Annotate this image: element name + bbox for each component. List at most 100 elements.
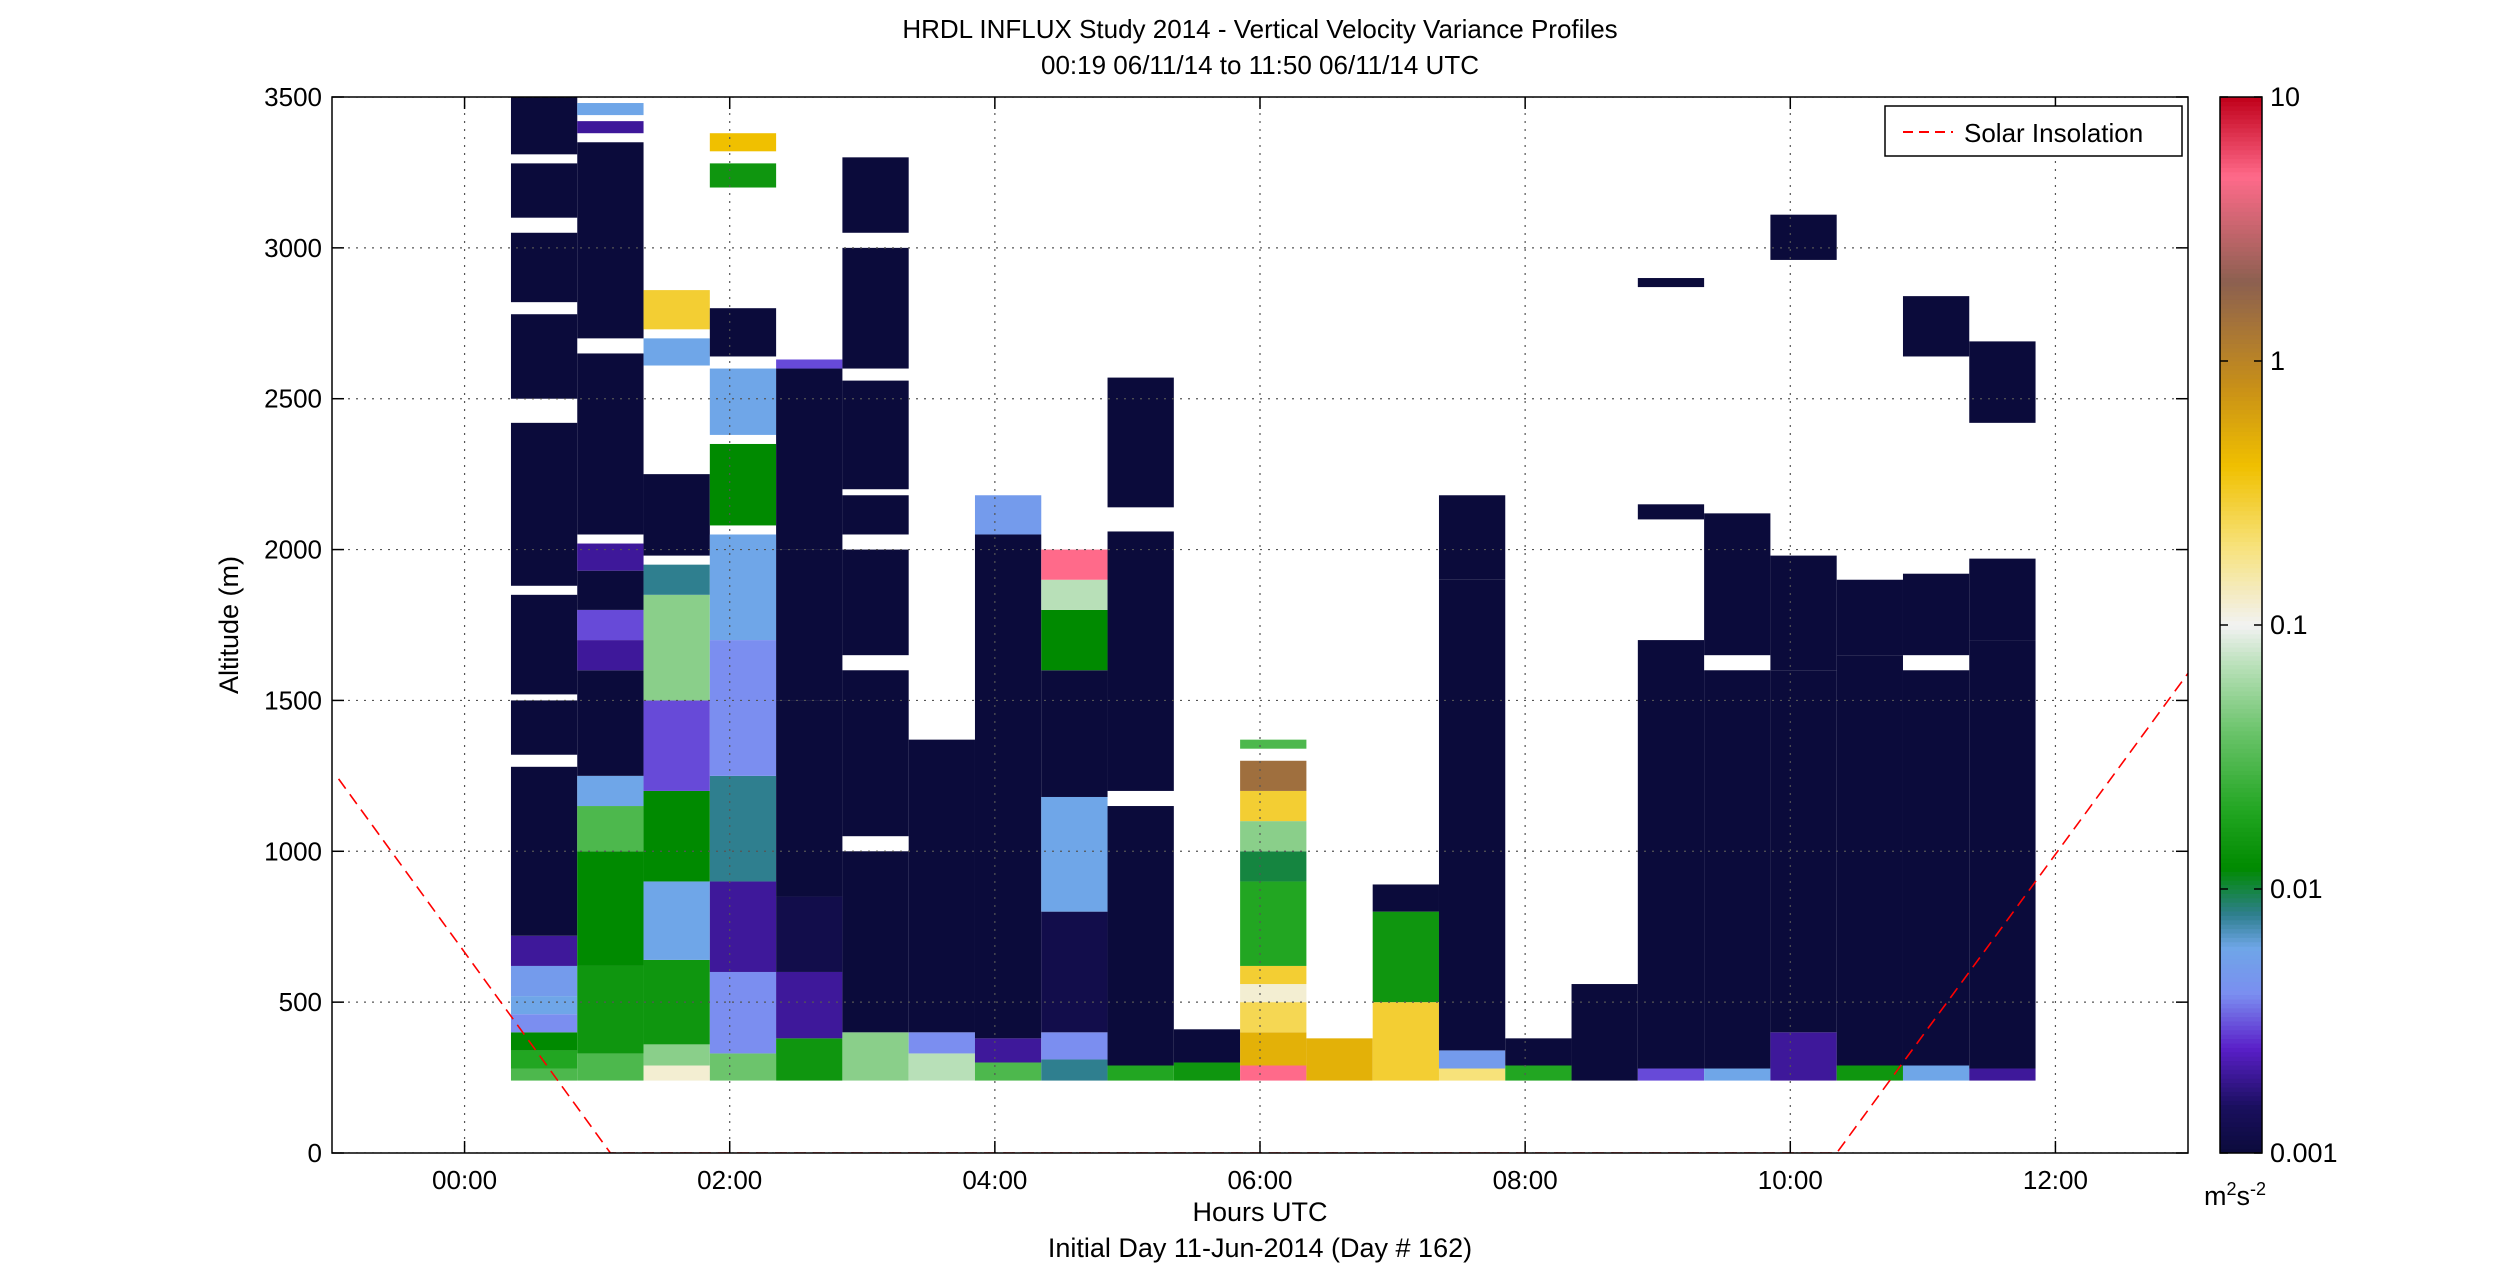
colorbar-strip — [2220, 862, 2262, 868]
variance-cell — [776, 1038, 843, 1081]
variance-cell — [842, 851, 909, 1033]
x-tick-label: 02:00 — [697, 1165, 762, 1195]
colorbar-unit-exponent-1: 2 — [2227, 1179, 2237, 1199]
variance-cell — [577, 103, 644, 116]
colorbar-strip — [2220, 470, 2262, 476]
colorbar-strip — [2220, 910, 2262, 916]
variance-cell — [1240, 881, 1307, 966]
variance-cell — [1041, 911, 1108, 1033]
colorbar-strip — [2220, 439, 2262, 446]
colorbar-strip — [2220, 1060, 2262, 1066]
x-axis-ticks: 00:00 02:00 04:00 06:00 08:00 10:00 12:00 — [432, 97, 2088, 1195]
colorbar-strip — [2220, 884, 2262, 890]
colorbar-strip — [2220, 875, 2262, 881]
colorbar-strip — [2220, 787, 2262, 793]
colorbar-strip — [2220, 259, 2262, 265]
variance-cell — [510, 935, 578, 966]
colorbar-strip — [2220, 1055, 2262, 1062]
colorbar-strip — [2220, 501, 2262, 507]
colorbar-strip — [2220, 144, 2262, 151]
colorbar-strip — [2220, 734, 2262, 740]
colorbar-strip — [2220, 818, 2262, 824]
colorbar-strip — [2220, 580, 2262, 586]
variance-cell — [842, 495, 909, 535]
colorbar-strip — [2220, 96, 2262, 102]
colorbar-strip — [2220, 558, 2262, 564]
variance-cell — [577, 965, 644, 1054]
variance-cell — [842, 380, 909, 490]
variance-cell — [643, 1065, 710, 1081]
colorbar-strip — [2220, 1002, 2262, 1009]
variance-cell — [709, 368, 777, 435]
colorbar-strip — [2220, 730, 2262, 736]
profile-column-20 — [1770, 214, 1837, 1081]
variance-cell — [510, 163, 578, 218]
colorbar-strip — [2220, 615, 2262, 622]
variance-cell — [577, 670, 644, 776]
variance-cell — [1969, 640, 2036, 1069]
variance-cell — [643, 474, 710, 556]
variance-cell — [1306, 1038, 1373, 1081]
colorbar-strip — [2220, 518, 2262, 525]
colorbar-strip — [2220, 395, 2262, 402]
colorbar-strip — [2220, 602, 2262, 608]
profile-column-3 — [643, 290, 710, 1081]
variance-cell — [1704, 513, 1771, 656]
variance-cell — [510, 766, 578, 936]
colorbar-strip — [2220, 364, 2262, 371]
colorbar-strip — [2220, 373, 2262, 380]
variance-cell — [842, 157, 909, 233]
colorbar-strip — [2220, 219, 2262, 226]
colorbar-tick-label: 0.01 — [2270, 874, 2323, 904]
colorbar-strip — [2220, 545, 2262, 551]
colorbar-strip — [2220, 1064, 2262, 1070]
colorbar-unit-exponent-2: -2 — [2250, 1179, 2266, 1199]
variance-cell — [1240, 1032, 1307, 1066]
variance-cell — [510, 700, 578, 755]
colorbar-strip — [2220, 166, 2262, 173]
colorbar-strip — [2220, 989, 2262, 996]
variance-cell — [643, 881, 710, 960]
colorbar-strip — [2220, 985, 2262, 991]
colorbar-strip — [2220, 963, 2262, 969]
variance-cell — [1770, 555, 1837, 671]
variance-cell — [643, 790, 710, 882]
x-tick-label: 04:00 — [962, 1165, 1027, 1195]
variance-cell — [643, 338, 710, 366]
colorbar-strip — [2220, 1046, 2262, 1053]
y-tick-label: 0 — [308, 1138, 322, 1168]
legend: Solar Insolation — [1884, 105, 2183, 157]
variance-cell — [1836, 1065, 1903, 1081]
variance-cell — [1107, 1065, 1174, 1081]
colorbar-strip — [2220, 523, 2262, 529]
colorbar-strip — [2220, 351, 2262, 358]
variance-cell — [709, 534, 777, 641]
colorbar-strip — [2220, 131, 2262, 138]
profile-column-7 — [908, 739, 975, 1081]
variance-cell — [709, 1053, 777, 1081]
colorbar-strip — [2220, 382, 2262, 388]
colorbar-strip — [2220, 826, 2262, 833]
colorbar-strip — [2220, 994, 2262, 1000]
variance-cell — [510, 1032, 578, 1051]
colorbar-strip — [2220, 122, 2262, 129]
colorbar-strip — [2220, 774, 2262, 780]
colorbar-strip — [2220, 184, 2262, 190]
variance-cell — [908, 739, 975, 1033]
colorbar-strip — [2220, 809, 2262, 815]
colorbar-strip — [2220, 417, 2262, 424]
variance-cell — [1969, 1068, 2036, 1081]
colorbar-strip — [2220, 285, 2262, 292]
colorbar-strip — [2220, 325, 2262, 331]
variance-cell — [643, 594, 710, 701]
colorbar-gradient — [2220, 96, 2262, 1154]
colorbar-strip — [2220, 540, 2262, 547]
y-tick-label: 3000 — [264, 233, 322, 263]
variance-cell — [842, 670, 909, 837]
colorbar-strip — [2220, 466, 2262, 472]
colorbar-strip — [2220, 554, 2262, 560]
profile-column-22 — [1902, 296, 1970, 1081]
colorbar-strip — [2220, 347, 2262, 353]
y-axis-label: Altitude (m) — [214, 556, 244, 694]
profile-column-18 — [1637, 278, 1705, 1081]
